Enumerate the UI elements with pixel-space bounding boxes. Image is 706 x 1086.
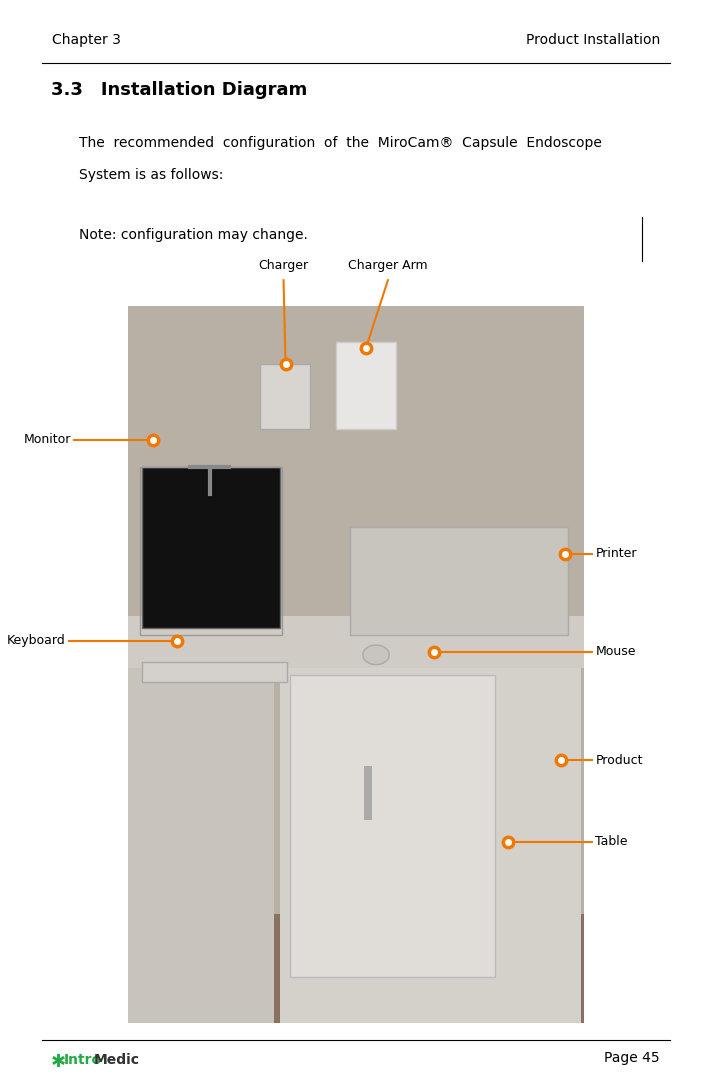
Bar	[364, 766, 372, 820]
Bar	[141, 662, 287, 682]
Text: Product Installation: Product Installation	[526, 33, 660, 47]
Bar	[128, 306, 584, 1023]
Text: Mouse: Mouse	[595, 645, 636, 658]
Bar	[261, 364, 310, 429]
Text: Medic: Medic	[94, 1053, 140, 1068]
Bar	[128, 668, 274, 1023]
Text: Intro: Intro	[64, 1053, 102, 1068]
Bar	[336, 342, 396, 429]
Bar	[140, 467, 282, 635]
Text: Chapter 3: Chapter 3	[52, 33, 121, 47]
Text: The  recommended  configuration  of  the  MiroCam®  Capsule  Endoscope: The recommended configuration of the Mir…	[79, 136, 602, 150]
Ellipse shape	[363, 645, 389, 665]
Bar	[349, 527, 568, 635]
Bar	[128, 914, 584, 1023]
Bar	[280, 668, 581, 1023]
Text: Monitor: Monitor	[23, 433, 71, 446]
Text: Printer: Printer	[595, 547, 637, 560]
Text: System is as follows:: System is as follows:	[79, 168, 223, 182]
Text: Charger: Charger	[258, 258, 309, 272]
Bar	[128, 616, 584, 668]
Text: 3.3 Installation Diagram: 3.3 Installation Diagram	[51, 81, 307, 100]
Text: Table: Table	[595, 835, 628, 848]
Text: ✱: ✱	[51, 1053, 66, 1072]
Text: Note: configuration may change.: Note: configuration may change.	[79, 228, 308, 242]
Text: Product: Product	[595, 754, 643, 767]
Text: Page 45: Page 45	[604, 1051, 660, 1065]
Bar	[290, 675, 495, 977]
Text: Charger Arm: Charger Arm	[348, 258, 428, 272]
Bar	[141, 467, 280, 628]
Text: Keyboard: Keyboard	[7, 634, 66, 647]
